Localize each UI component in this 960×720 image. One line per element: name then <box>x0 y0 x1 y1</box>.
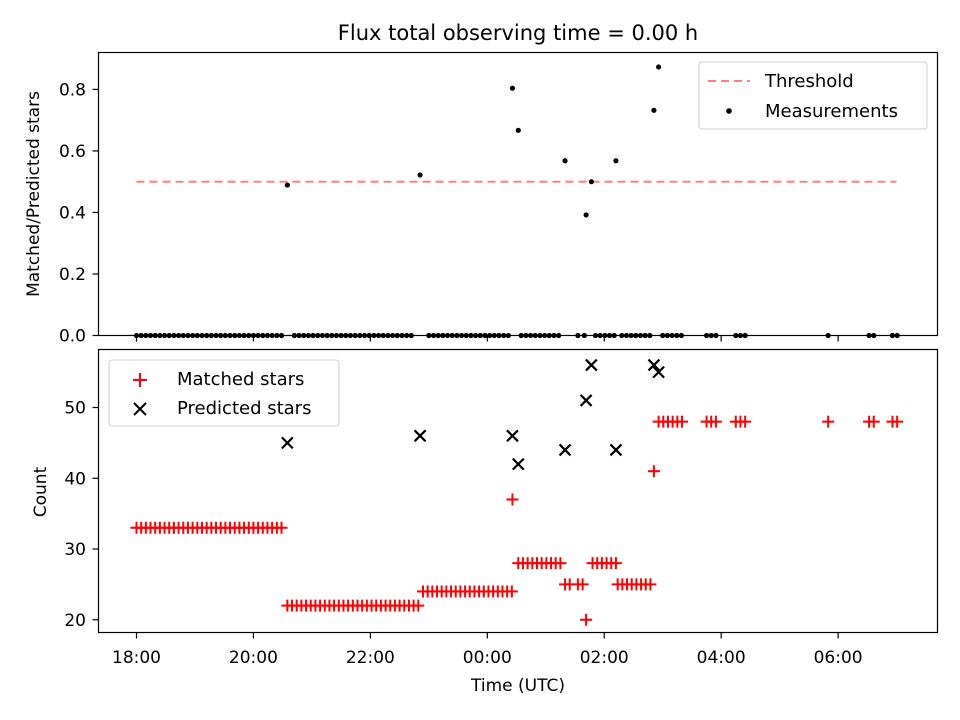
predicted-star-point <box>647 358 661 372</box>
matched-star-point <box>412 599 425 612</box>
predicted-star-stroke-b <box>585 358 598 372</box>
top-legend-box <box>698 61 928 130</box>
bottom-ytick-label: 30 <box>64 540 86 560</box>
bottom-panel: Count Time (UTC) 20 30 40 50 18:00 20:00 22:0… <box>31 348 939 696</box>
predicted-star-stroke-b <box>512 457 525 471</box>
predicted-star-stroke-b <box>281 436 294 450</box>
predicted-star-point <box>579 394 593 407</box>
matched-star-point <box>867 415 880 428</box>
bottom-xtick-label: 04:00 <box>697 648 746 668</box>
predicted-star-stroke-b <box>579 394 593 407</box>
legend-predicted-label: Predicted stars <box>177 398 311 419</box>
predicted-star-point <box>413 429 427 443</box>
legend-measurements-label: Measurements <box>765 101 898 122</box>
top-ytick-label: 0.2 <box>59 265 86 285</box>
legend-matched-label: Matched stars <box>177 369 304 390</box>
bottom-xtick-label: 20:00 <box>229 648 278 668</box>
measurement-point <box>583 212 589 218</box>
bottom-ytick-label: 40 <box>64 469 86 489</box>
top-ytick-label: 0.8 <box>59 80 86 100</box>
matched-star-point <box>709 415 722 428</box>
bottom-x-axis-label: Time (UTC) <box>470 676 565 696</box>
bottom-legend: Matched stars Predicted stars <box>108 359 340 427</box>
top-axes-frame <box>97 51 939 337</box>
measurement-point <box>651 107 657 113</box>
matched-star-point <box>554 557 567 570</box>
bottom-legend-box <box>108 359 340 427</box>
predicted-star-stroke-b <box>609 443 623 457</box>
predicted-star-point <box>558 443 572 457</box>
bottom-xtick-label: 02:00 <box>580 648 629 668</box>
predicted-star-point <box>609 443 623 457</box>
measurement-point <box>562 158 568 164</box>
predicted-star-stroke-b <box>413 429 427 443</box>
matched-star-point <box>505 585 518 598</box>
top-ytick-label: 0.6 <box>59 142 86 162</box>
predicted-star-point <box>512 457 525 471</box>
legend-measurements-swatch <box>726 108 732 114</box>
top-ytick-label: 0.4 <box>59 203 86 223</box>
legend-threshold-label: Threshold <box>764 71 854 92</box>
matched-star-point <box>506 493 519 506</box>
bottom-xtick-label: 06:00 <box>814 648 863 668</box>
matched-star-point <box>644 578 657 591</box>
predicted-star-point <box>585 358 598 372</box>
measurement-point <box>417 172 423 178</box>
bottom-axes-frame <box>97 348 939 634</box>
bottom-y-ticks: 20 30 40 50 <box>64 399 99 631</box>
bottom-y-axis-label: Count <box>31 466 51 517</box>
matched-star-point <box>275 521 288 534</box>
measurement-point <box>656 64 662 70</box>
predicted-star-stroke-b <box>652 365 665 379</box>
measurement-point <box>588 179 594 185</box>
predicted-star-stroke-b <box>647 358 661 372</box>
top-panel: Flux total observing time = 0.00 h Match… <box>24 21 939 347</box>
legend-matched-swatch <box>133 373 147 387</box>
bottom-ytick-label: 50 <box>64 399 86 419</box>
matched-star-point <box>891 415 904 428</box>
bottom-x-ticks: 18:00 20:00 22:00 00:00 02:00 04:00 06:00 <box>112 632 863 668</box>
predicted-star-point <box>281 436 294 450</box>
bottom-xtick-label: 18:00 <box>112 648 161 668</box>
measurement-point <box>613 158 619 164</box>
bottom-plot-area <box>130 358 904 626</box>
top-y-ticks: 0.0 0.2 0.4 0.6 0.8 <box>59 80 99 347</box>
matched-star-point <box>580 613 593 626</box>
matched-star-point <box>576 578 589 591</box>
matched-star-point <box>822 415 835 428</box>
measurement-point <box>284 182 290 188</box>
top-chart-title: Flux total observing time = 0.00 h <box>338 21 698 45</box>
predicted-star-point <box>652 365 665 379</box>
predicted-star-stroke-b <box>558 443 572 457</box>
matched-star-point <box>739 415 752 428</box>
predicted-star-point <box>506 429 519 443</box>
measurement-point <box>515 127 521 133</box>
bottom-xtick-label: 00:00 <box>463 648 512 668</box>
top-y-axis-label: Matched/Predicted stars <box>24 91 44 297</box>
bottom-ytick-label: 20 <box>64 611 86 631</box>
top-ytick-label: 0.0 <box>59 327 86 347</box>
measurement-point <box>509 85 516 91</box>
top-legend: Threshold Measurements <box>698 61 928 130</box>
predicted-star-stroke-b <box>506 429 519 443</box>
matched-star-point <box>675 415 688 428</box>
legend-predicted-swatch <box>133 402 147 416</box>
matched-star-point <box>609 557 622 570</box>
bottom-xtick-label: 22:00 <box>346 648 395 668</box>
matched-star-point <box>647 465 660 478</box>
